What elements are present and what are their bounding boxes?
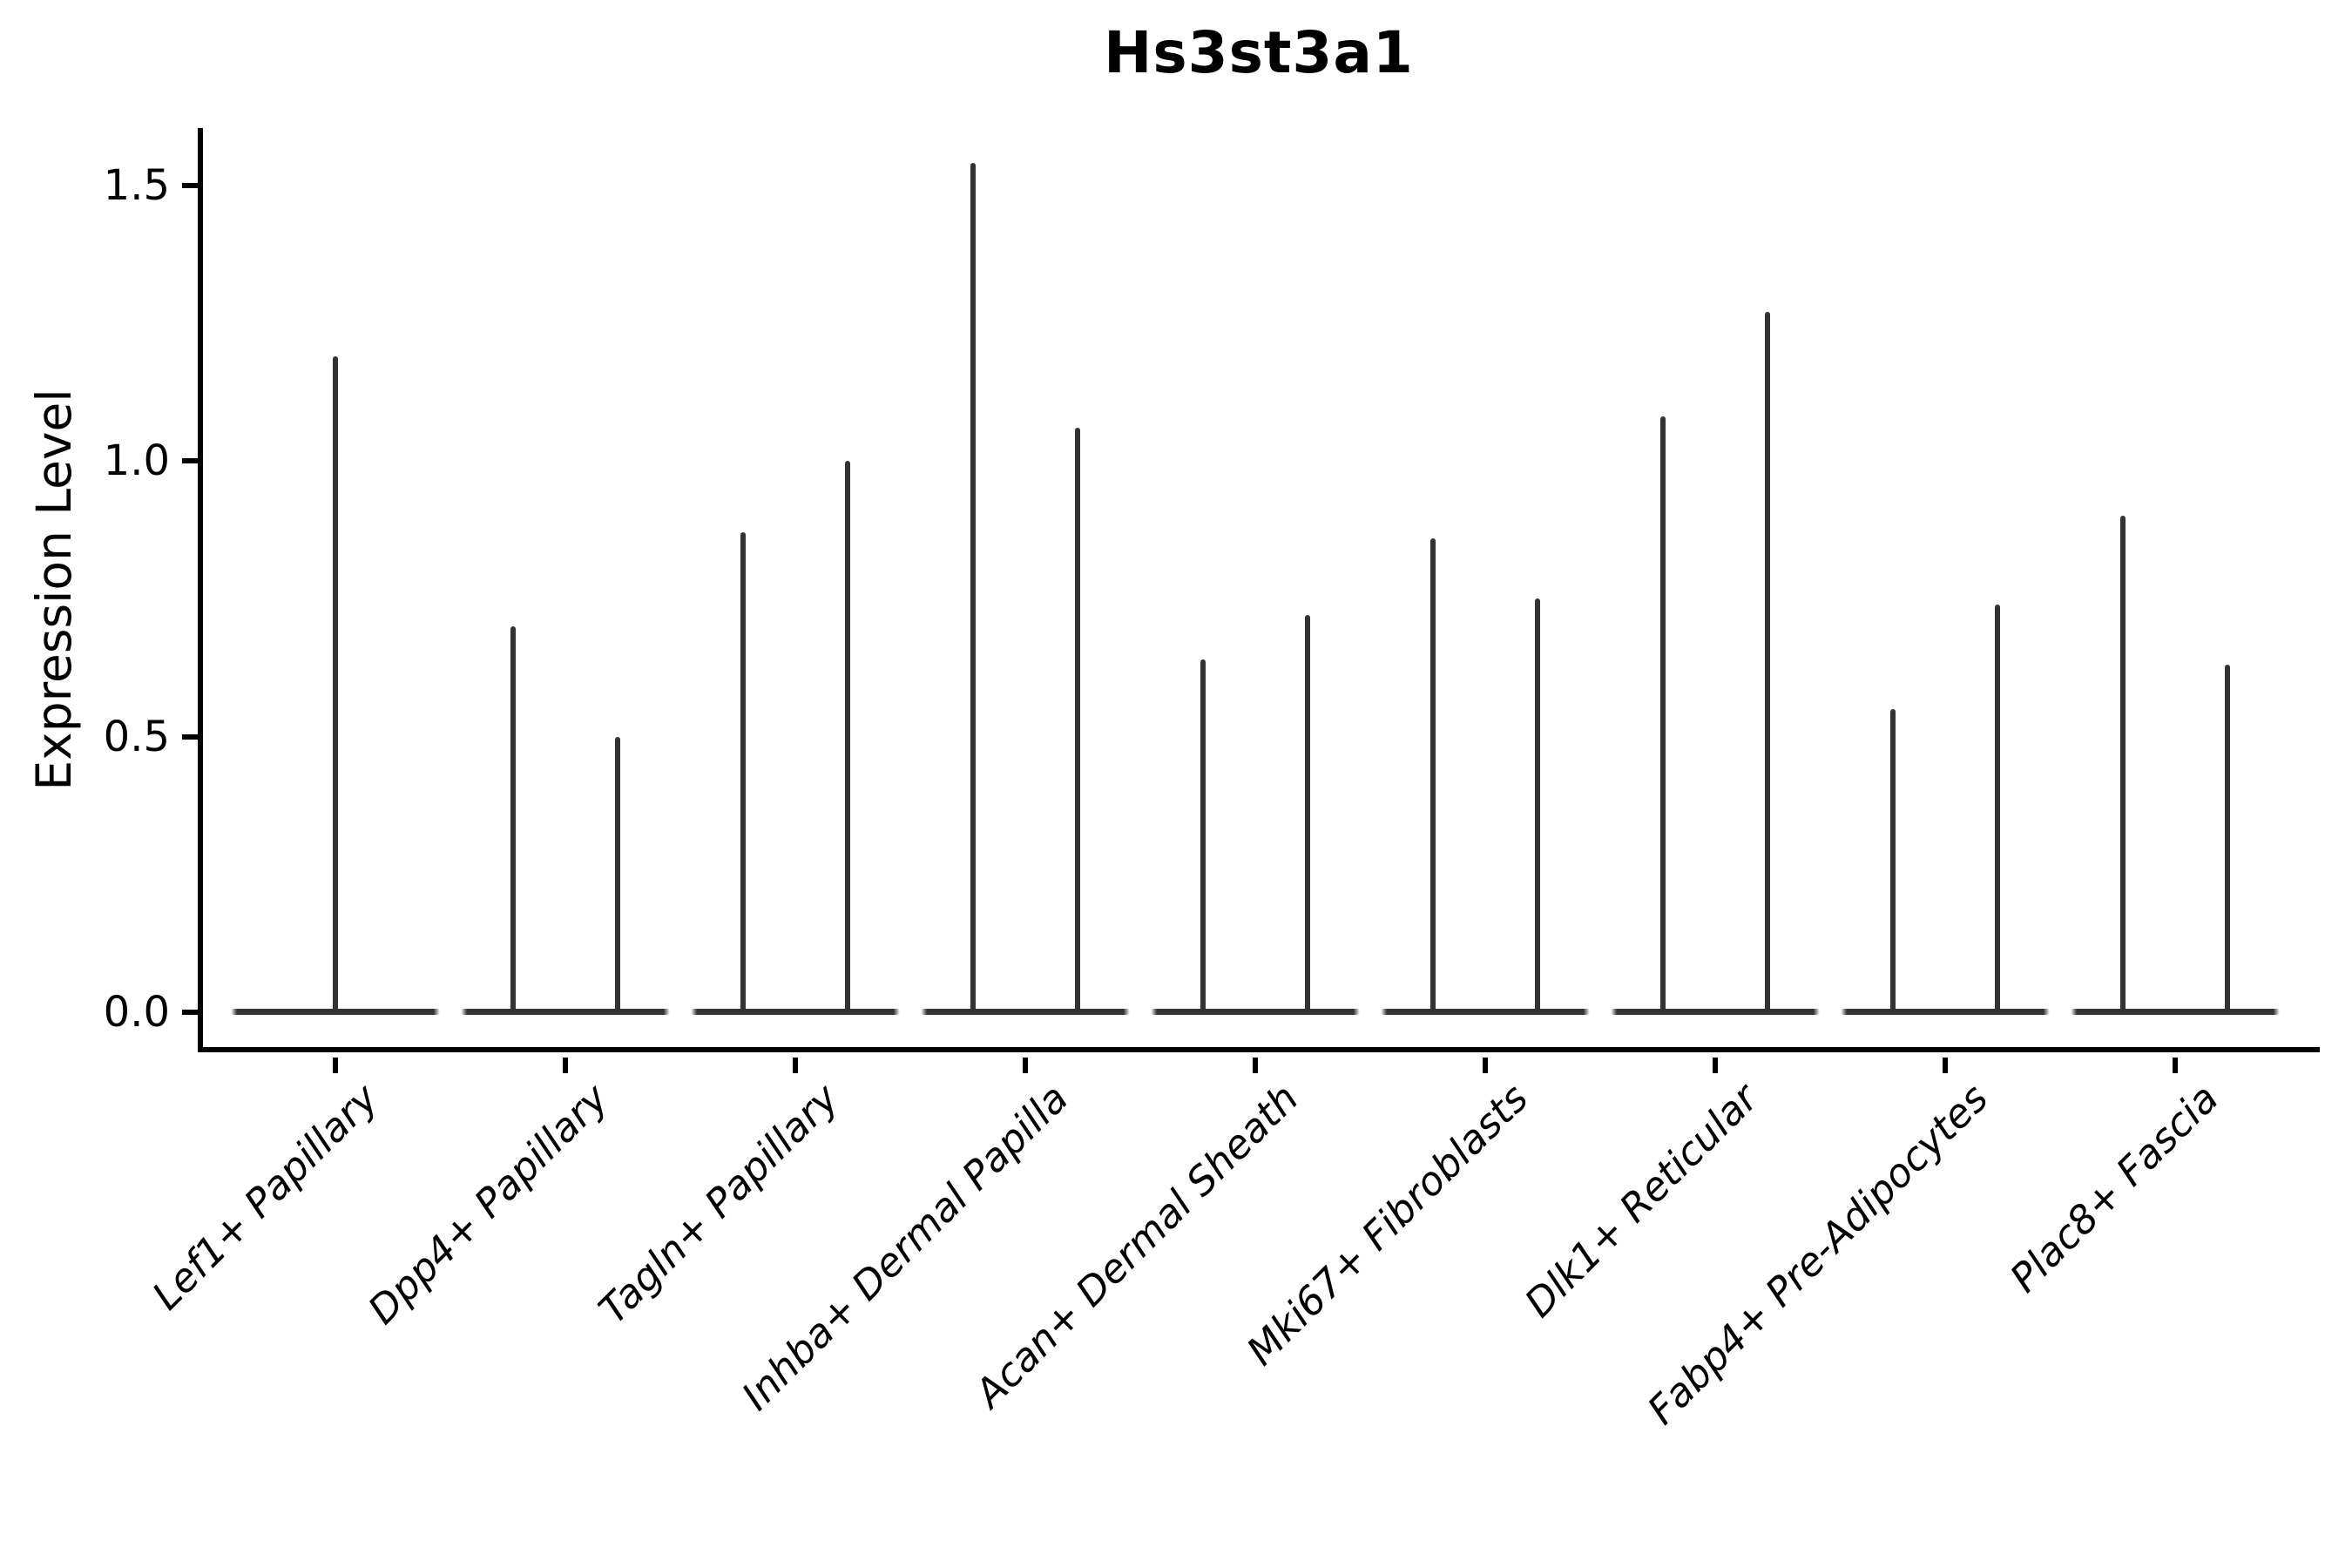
violin-base xyxy=(1611,1009,1820,1015)
violin-spike xyxy=(1305,615,1310,1015)
violin-spike xyxy=(1535,598,1540,1015)
y-tick-label: 1.0 xyxy=(103,436,170,485)
x-tick-mark xyxy=(1023,1058,1028,1073)
violin-spike xyxy=(510,625,516,1015)
violin-spike xyxy=(1765,312,1770,1015)
violin-spike xyxy=(1075,428,1080,1015)
violin-base xyxy=(921,1009,1130,1015)
violin-spike xyxy=(970,163,976,1015)
y-tick-mark xyxy=(182,733,198,740)
violin-base xyxy=(2071,1009,2280,1015)
x-tick-label: Dpp4+ Papillary xyxy=(359,1075,618,1334)
x-tick-mark xyxy=(1713,1058,1718,1073)
x-tick-mark xyxy=(793,1058,798,1073)
y-tick-mark xyxy=(182,1010,198,1015)
x-tick-mark xyxy=(2173,1058,2178,1073)
violin-spike xyxy=(845,461,850,1015)
x-tick-mark xyxy=(333,1058,338,1073)
violin-base xyxy=(691,1009,900,1015)
x-tick-label: Dlk1+ Reticular xyxy=(1516,1075,1767,1327)
y-tick-mark xyxy=(182,458,198,463)
violin-spike xyxy=(615,736,620,1015)
y-tick-label: 0.0 xyxy=(103,988,170,1037)
violin-base xyxy=(1841,1009,2050,1015)
violin-spike xyxy=(1995,604,2000,1015)
x-tick-mark xyxy=(1253,1058,1258,1073)
violin-spike xyxy=(740,532,746,1015)
x-tick-label: Plac8+ Fascia xyxy=(2000,1075,2227,1301)
x-tick-label: Lef1+ Papillary xyxy=(143,1075,388,1319)
plot-area xyxy=(198,128,2320,1052)
violin-spike xyxy=(1200,659,1206,1015)
y-tick-mark xyxy=(182,182,198,188)
violin-spike xyxy=(2120,516,2126,1015)
violin-base xyxy=(461,1009,670,1015)
violin-base xyxy=(1381,1009,1590,1015)
x-tick-mark xyxy=(1943,1058,1948,1073)
y-tick-label: 1.5 xyxy=(103,160,170,210)
x-tick-mark xyxy=(563,1058,568,1073)
violin-spike xyxy=(333,355,338,1015)
violin-spike xyxy=(2225,665,2230,1015)
violin-spike xyxy=(1430,537,1436,1015)
violin-spike xyxy=(1890,708,1896,1015)
chart-title: Hs3st3a1 xyxy=(1104,19,1414,86)
violin-spike xyxy=(1660,416,1666,1015)
x-tick-label: Tagln+ Papillary xyxy=(589,1075,848,1333)
x-tick-mark xyxy=(1483,1058,1488,1073)
y-tick-label: 0.5 xyxy=(103,712,170,761)
violin-base xyxy=(1151,1009,1360,1015)
